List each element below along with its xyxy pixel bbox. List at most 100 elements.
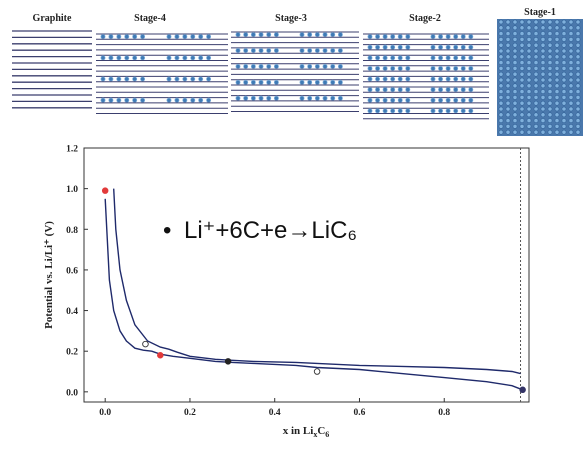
lithium-ion (498, 124, 504, 129)
lithium-ion (547, 54, 553, 60)
lithium-ion (554, 95, 560, 100)
lithium-ion (375, 34, 381, 40)
lithium-ion (498, 100, 504, 106)
lithium-ion (512, 129, 518, 135)
lithium-ion (575, 124, 581, 129)
lithium-ion (182, 55, 188, 61)
lithium-ion (547, 77, 553, 83)
equation-bullet: • (163, 217, 171, 244)
lithium-ion (568, 48, 574, 54)
lithium-ion (190, 55, 196, 61)
lithium-ion (405, 34, 411, 40)
lithium-ion (526, 124, 532, 129)
lithium-ion (453, 87, 459, 93)
lithium-ion (430, 55, 436, 61)
lithium-ion (375, 65, 381, 71)
lithium-ion (375, 44, 381, 50)
lithium-ion (547, 106, 553, 112)
y-tick-label: 0.6 (66, 266, 78, 276)
lithium-ion (166, 97, 172, 103)
lithium-ion (568, 106, 574, 112)
lithium-ion (533, 124, 539, 129)
lithium-ion (561, 95, 567, 100)
lithium-ion (568, 100, 574, 106)
lithium-ion (512, 25, 518, 31)
lithium-ion (540, 25, 546, 31)
lithium-ion (505, 66, 511, 71)
lithium-ion (397, 55, 403, 61)
lithium-ion (337, 63, 343, 69)
lithium-ion (554, 77, 560, 83)
lithium-ion (519, 124, 525, 129)
lithium-ion (299, 79, 305, 85)
lithium-ion (116, 76, 122, 82)
lithium-ion (235, 48, 241, 54)
lithium-ion (190, 76, 196, 82)
lithium-ion (397, 108, 403, 114)
lithium-ion (498, 19, 504, 25)
lithium-ion (575, 95, 581, 100)
lithium-ion (140, 34, 146, 40)
lithium-ion (468, 55, 474, 61)
y-tick-label: 1.2 (66, 145, 78, 155)
lithium-ion (330, 79, 336, 85)
lithium-ion (505, 89, 511, 94)
lithium-ion (438, 76, 444, 82)
lithium-ion (243, 79, 249, 85)
lithium-ion (258, 79, 264, 85)
stage-1-layers (497, 19, 583, 136)
lithium-ion (498, 66, 504, 71)
lithium-ion (498, 95, 504, 100)
lithium-ion (174, 55, 180, 61)
lithium-ion (512, 42, 518, 48)
x-tick-label: 0.0 (99, 408, 111, 418)
lithium-ion (266, 63, 272, 69)
lithium-ion (322, 48, 328, 54)
lithium-ion (526, 60, 532, 65)
lithium-ion (498, 129, 504, 135)
lithium-ion (554, 129, 560, 135)
x-axis-ticks: 0.0 0.2 0.4 0.6 0.8 (99, 398, 450, 418)
lithium-ion (124, 34, 130, 40)
lithium-ion (519, 106, 525, 112)
stage-title-2: Stage-2 (409, 13, 441, 24)
lithium-ion (533, 37, 539, 42)
lithium-ion (337, 79, 343, 85)
lithium-ion (533, 77, 539, 83)
lithium-ion (568, 95, 574, 100)
lithium-ion (367, 65, 373, 71)
lithium-ion (547, 118, 553, 123)
lithium-ion (330, 32, 336, 38)
lithium-ion (375, 55, 381, 61)
lithium-ion (540, 42, 546, 48)
lithium-ion (554, 60, 560, 65)
lithium-ion (299, 32, 305, 38)
lithium-ion (533, 129, 539, 135)
lithium-ion (526, 31, 532, 36)
stage-title-4: Stage-4 (134, 13, 166, 24)
x-axis-label-sub1: x (313, 430, 317, 439)
lithium-ion (561, 100, 567, 106)
lithium-ion (307, 48, 313, 54)
lithium-ion (526, 89, 532, 94)
graphite-layers (12, 30, 92, 109)
lithium-ion (235, 63, 241, 69)
lithium-ion (519, 83, 525, 89)
lithium-ion (498, 60, 504, 65)
lithium-ion (206, 76, 212, 82)
lithium-ion (505, 48, 511, 54)
lithium-ion (174, 34, 180, 40)
lithium-ion (561, 19, 567, 25)
lithium-ion (547, 112, 553, 118)
lithium-ion (405, 65, 411, 71)
lithium-ion (367, 55, 373, 61)
x-tick-label: 0.6 (354, 408, 366, 418)
lithium-ion (547, 48, 553, 54)
lithium-ion (453, 44, 459, 50)
lithium-ion (568, 42, 574, 48)
lithium-ion (554, 66, 560, 71)
curve-marker (101, 187, 109, 194)
lithium-ion (174, 97, 180, 103)
lithium-ion (568, 66, 574, 71)
lithium-ion (561, 31, 567, 36)
